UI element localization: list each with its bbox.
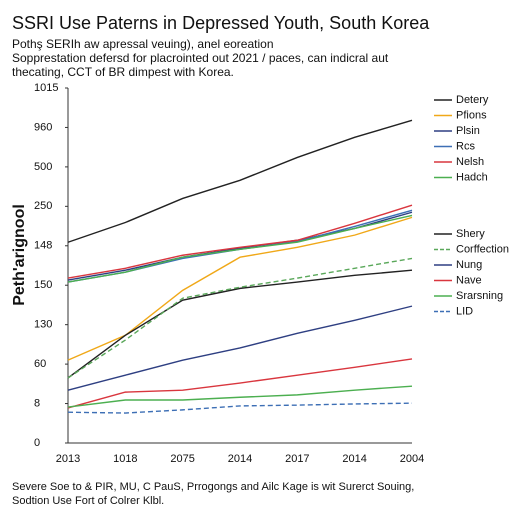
footer: Severe Soe to & PIR, MU, C PauS, Prrogon… — [12, 481, 414, 493]
legend-label: Srarsning — [456, 290, 503, 302]
subtitle: Sopprestation defersd for placrointed ou… — [12, 51, 389, 65]
y-tick-label: 1015 — [34, 82, 58, 94]
y-tick-label: 8 — [34, 397, 40, 409]
chart-title: SSRI Use Paterns in Depressed Youth, Sou… — [12, 13, 430, 33]
series-line — [67, 214, 413, 283]
y-tick-label: 148 — [34, 240, 52, 252]
series-line — [67, 358, 413, 409]
x-tick-label: 2004 — [400, 453, 424, 465]
x-tick-label: 2014 — [342, 453, 366, 465]
series-line — [67, 385, 413, 408]
subtitle: Pothş SERIh aw apressal veuing), anel eo… — [12, 37, 274, 51]
legend-label: Corffection — [456, 243, 509, 255]
x-tick-label: 2014 — [228, 453, 252, 465]
series-line — [67, 269, 413, 379]
y-tick-label: 0 — [34, 437, 40, 449]
x-tick-label: 2017 — [285, 453, 309, 465]
series-line — [67, 305, 413, 391]
y-tick-label: 150 — [34, 279, 52, 291]
y-tick-label: 60 — [34, 358, 46, 370]
series-line — [67, 257, 413, 379]
series-line — [67, 119, 413, 243]
series-line — [67, 204, 413, 279]
legend-label: Nave — [456, 274, 482, 286]
legend-label: LID — [456, 305, 473, 317]
series-line — [67, 402, 413, 414]
legend-label: Detery — [456, 94, 489, 106]
y-tick-label: 250 — [34, 200, 52, 212]
y-axis-label: Peth'arignool — [11, 204, 28, 306]
legend-label: Nung — [456, 259, 482, 271]
legend-label: Rcs — [456, 140, 475, 152]
legend-label: Plsin — [456, 125, 480, 137]
legend-label: Hadch — [456, 171, 488, 183]
y-tick-label: 130 — [34, 319, 52, 331]
footer: Sodtion Use Fort of Colrer Klbl. — [12, 495, 164, 507]
x-tick-label: 1018 — [113, 453, 137, 465]
subtitle: thecating, CCT of BR dimpest with Korea. — [12, 65, 234, 79]
legend-label: Pfions — [456, 109, 487, 121]
y-tick-label: 500 — [34, 161, 52, 173]
legend-label: Shery — [456, 228, 485, 240]
x-tick-label: 2013 — [56, 453, 80, 465]
x-tick-label: 2075 — [170, 453, 194, 465]
y-tick-label: 960 — [34, 121, 52, 133]
legend-label: Nelsh — [456, 156, 484, 168]
